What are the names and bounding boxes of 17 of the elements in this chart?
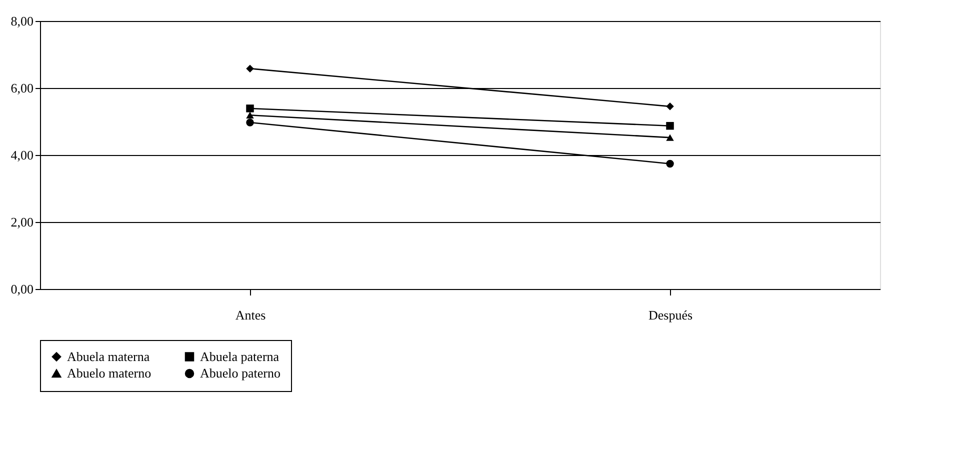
y-tick-label: 0,00: [10, 282, 34, 296]
x-tick-label: Antes: [235, 308, 266, 322]
x-tick-label: Después: [648, 308, 693, 322]
y-tick-label: 2,00: [10, 214, 34, 230]
y-tick-label: 4,00: [10, 148, 34, 162]
point: [666, 102, 674, 110]
legend-label: Abuelo paterno: [200, 366, 281, 380]
y-tick-label: 6,00: [10, 80, 34, 96]
point: [246, 64, 254, 72]
point: [246, 118, 254, 126]
y-tick-label: 8,00: [10, 14, 34, 28]
legend-label: Abuela paterna: [200, 348, 280, 364]
legend-label: Abuelo materno: [67, 366, 152, 380]
point: [666, 160, 674, 168]
point: [666, 122, 674, 130]
point: [246, 104, 254, 112]
legend-label: Abuela materna: [67, 348, 150, 364]
